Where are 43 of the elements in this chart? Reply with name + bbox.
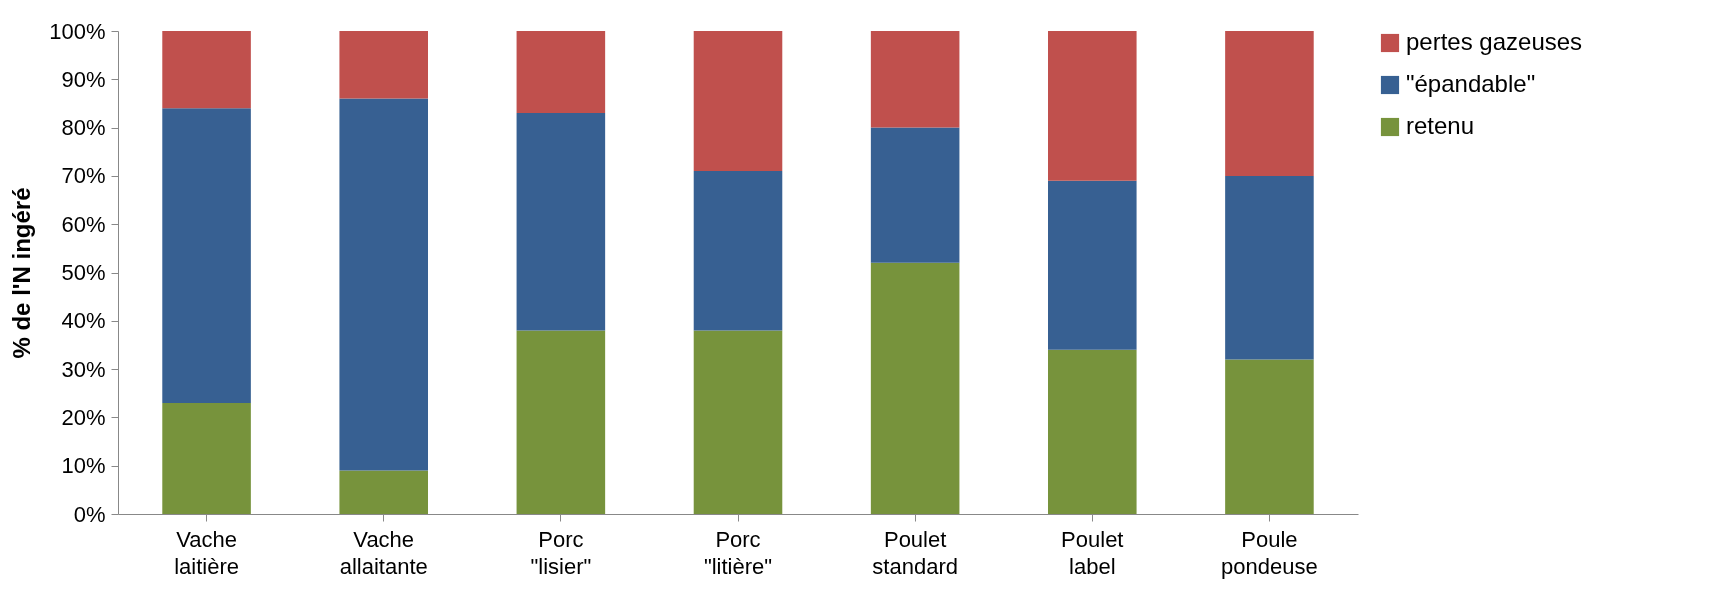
bar [870,127,960,263]
x-tick-label: Porc "lisier" [530,526,592,579]
x-tick-label: Porc "litière" [703,526,773,579]
bar [339,470,428,514]
bar [870,262,960,514]
y-tick-label: 40% [61,308,106,334]
x-tick-label: Poule pondeuse [1221,526,1318,579]
bar [1048,349,1137,514]
bar [1225,175,1314,360]
y-tick-label: 100% [49,18,106,44]
y-tick-label: 80% [61,115,106,141]
x-tick-label: Vache laitière [174,526,239,579]
legend-label: retenu [1406,112,1475,139]
y-axis-title: % de l'N ingéré [8,187,36,359]
bar [693,171,783,331]
bar [516,31,606,114]
bar [1048,180,1137,350]
y-tick-label: 30% [61,356,106,382]
x-tick-label: Poulet standard [872,526,958,579]
bar [162,402,251,514]
legend-label: "épandable" [1406,70,1536,97]
y-tick-label: 70% [61,163,106,189]
bar [516,330,606,514]
y-tick-label: 10% [61,453,106,479]
bar [339,98,428,471]
x-tick-label: Vache allaitante [339,526,428,579]
bar [1225,31,1314,176]
bar [693,330,783,514]
bar [162,108,251,403]
bar [339,31,428,99]
bar [162,31,251,109]
bar [1225,359,1314,514]
y-tick-label: 90% [61,66,106,92]
bar [1048,31,1137,181]
y-tick-label: 60% [61,211,106,237]
bar [870,31,960,128]
bar [516,113,606,331]
y-tick-label: 50% [61,260,106,285]
y-tick-label: 20% [61,404,106,430]
legend-label: pertes gazeuses [1406,28,1583,55]
x-tick-label: Poulet label [1061,526,1124,579]
y-tick-label: 0% [73,501,106,527]
bar [693,31,783,172]
